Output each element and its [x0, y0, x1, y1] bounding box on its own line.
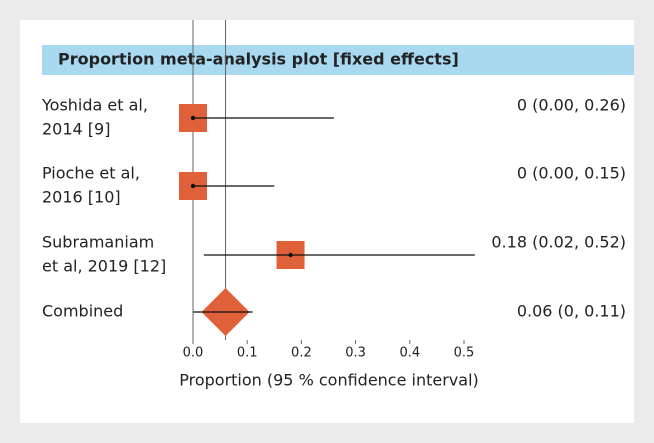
value-label: 0.18 (0.02, 0.52) [491, 233, 626, 252]
row-label: 2014 [9] [42, 120, 110, 139]
x-tick-label: 0.3 [345, 346, 366, 361]
row-label: Yoshida et al, [41, 96, 148, 115]
header-band [42, 45, 634, 75]
value-label: 0 (0.00, 0.15) [517, 164, 626, 183]
x-tick-label: 0.5 [454, 346, 475, 361]
x-tick-label: 0.2 [291, 346, 312, 361]
x-tick-label: 0.4 [399, 346, 420, 361]
chart-title: Proportion meta-analysis plot [fixed eff… [58, 50, 459, 69]
panel [20, 20, 634, 423]
estimate-dot [190, 183, 196, 189]
x-tick-label: 0.0 [183, 346, 204, 361]
row-label: et al, 2019 [12] [42, 257, 166, 276]
row-label: Combined [42, 302, 123, 321]
x-tick-label: 0.1 [237, 346, 258, 361]
value-label: 0.06 (0, 0.11) [517, 302, 626, 321]
x-axis-label: Proportion (95 % confidence interval) [179, 371, 479, 390]
estimate-dot [288, 252, 293, 258]
value-label: 0 (0.00, 0.26) [517, 96, 626, 115]
row-label: 2016 [10] [42, 188, 121, 207]
row-label: Subramaniam [42, 233, 154, 252]
estimate-dot [190, 115, 196, 121]
row-label: Pioche et al, [42, 164, 140, 183]
